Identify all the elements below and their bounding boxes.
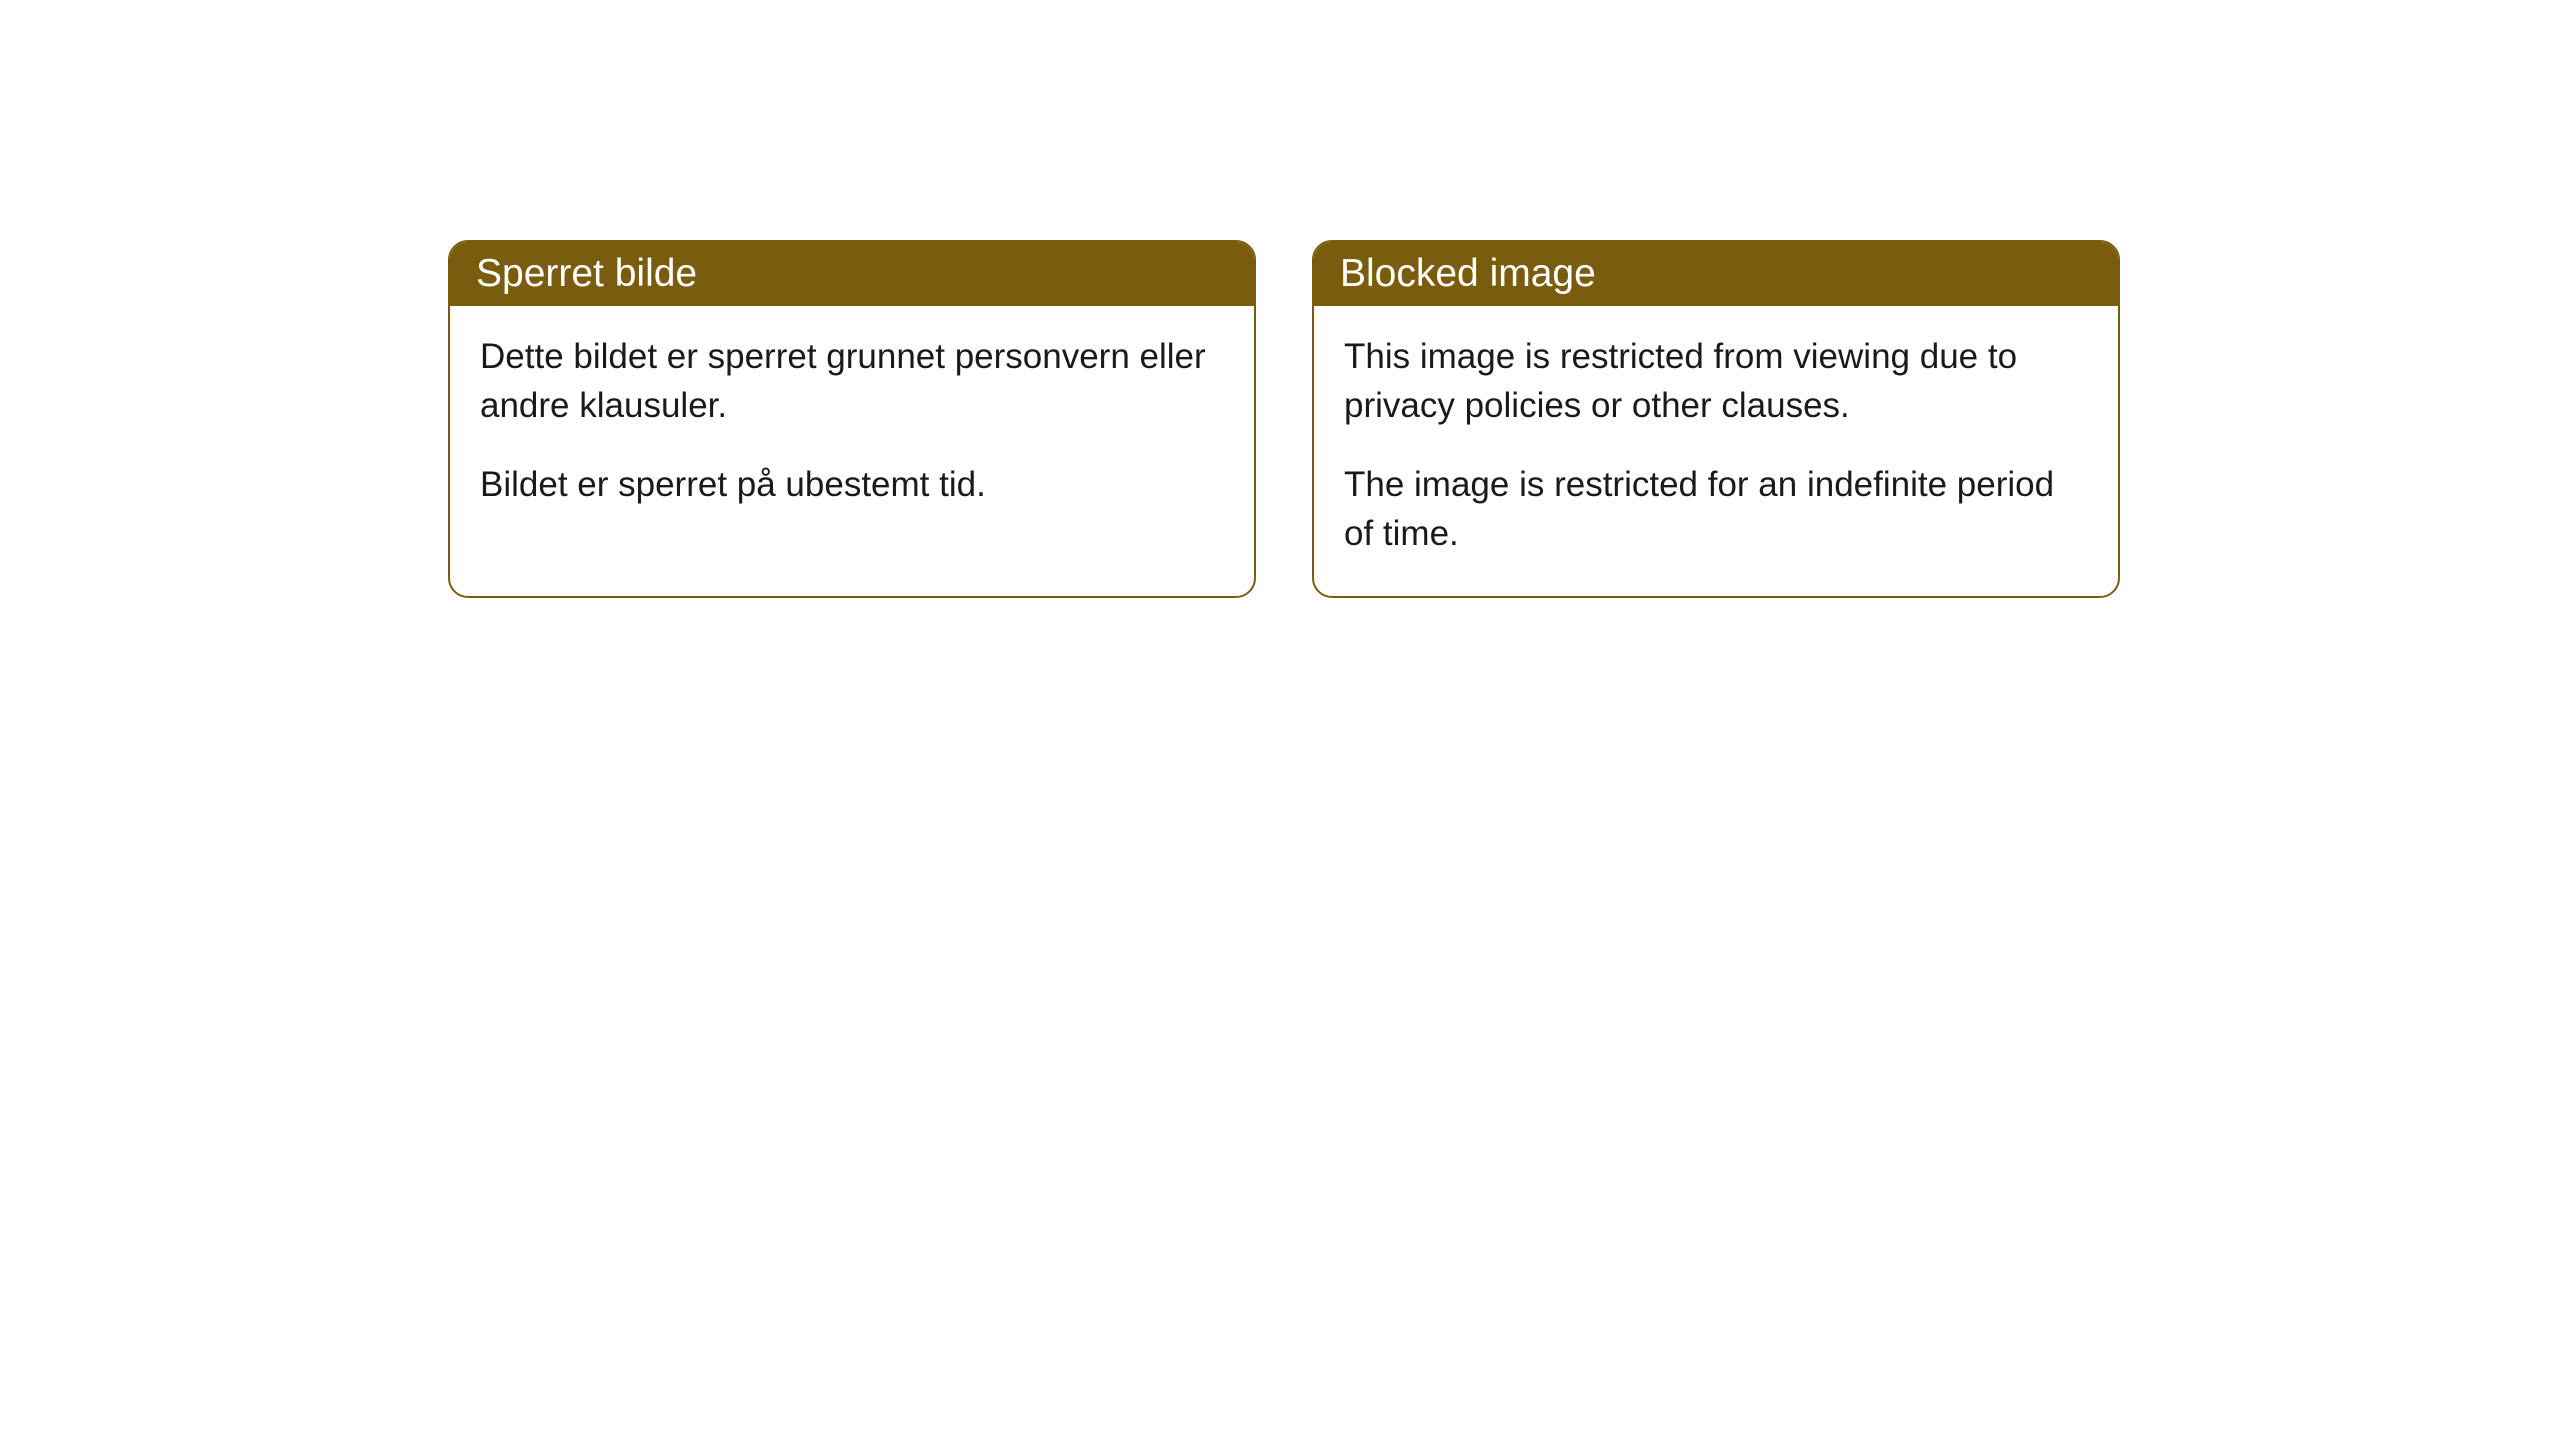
- notice-cards-container: Sperret bilde Dette bildet er sperret gr…: [448, 240, 2120, 598]
- card-paragraph-1-norwegian: Dette bildet er sperret grunnet personve…: [480, 332, 1224, 430]
- card-header-english: Blocked image: [1314, 242, 2118, 306]
- card-paragraph-2-norwegian: Bildet er sperret på ubestemt tid.: [480, 460, 1224, 509]
- blocked-image-card-norwegian: Sperret bilde Dette bildet er sperret gr…: [448, 240, 1256, 598]
- card-header-norwegian: Sperret bilde: [450, 242, 1254, 306]
- blocked-image-card-english: Blocked image This image is restricted f…: [1312, 240, 2120, 598]
- card-body-english: This image is restricted from viewing du…: [1314, 306, 2118, 596]
- card-paragraph-1-english: This image is restricted from viewing du…: [1344, 332, 2088, 430]
- card-paragraph-2-english: The image is restricted for an indefinit…: [1344, 460, 2088, 558]
- card-body-norwegian: Dette bildet er sperret grunnet personve…: [450, 306, 1254, 547]
